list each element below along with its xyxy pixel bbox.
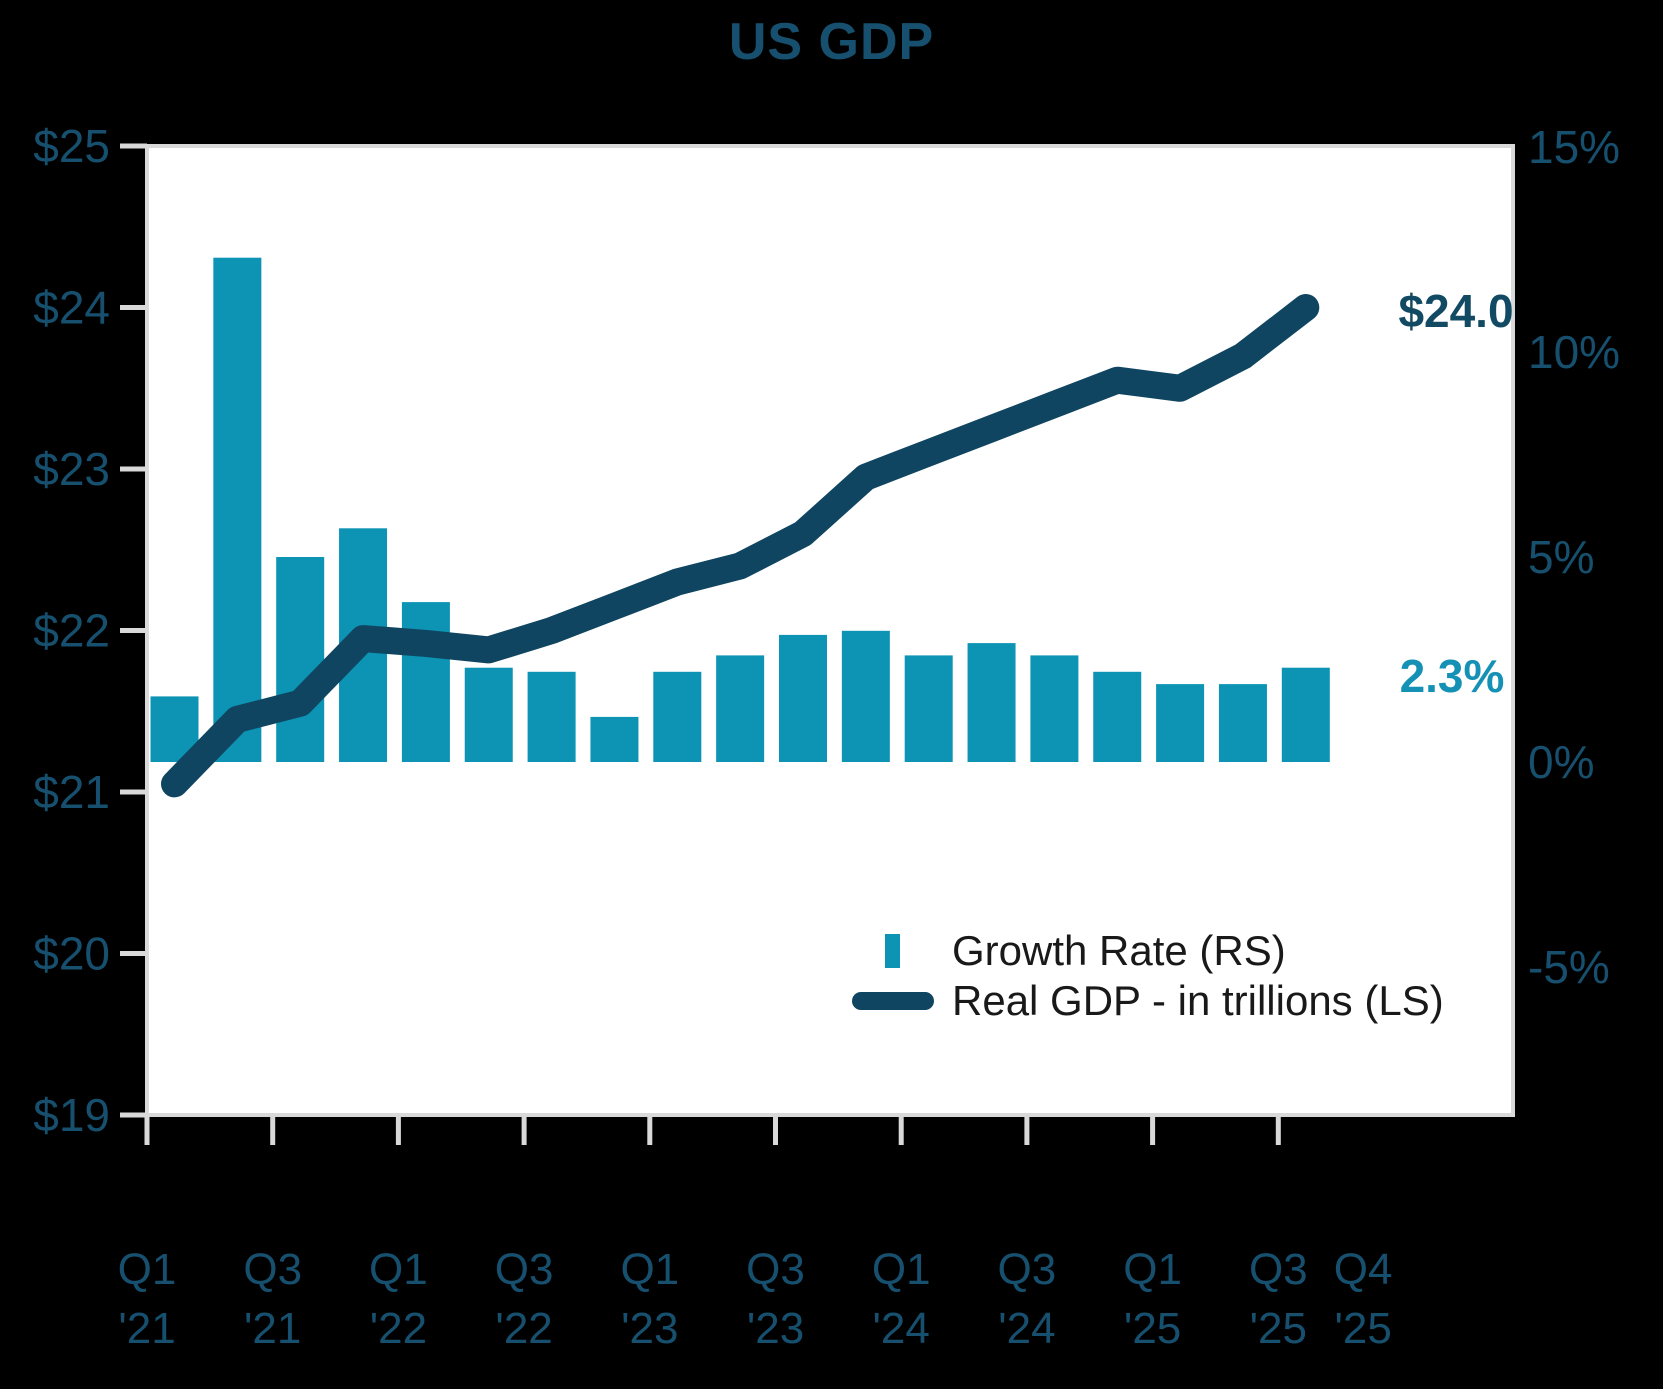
growth-rate-bar (401, 602, 450, 762)
legend-label-real-gdp: Real GDP - in trillions (LS) (952, 977, 1444, 1024)
growth-rate-bar (464, 667, 513, 762)
x-axis-tick-label: Q3'24 (998, 1245, 1057, 1353)
growth-rate-bar (653, 671, 702, 762)
left-axis-tick-label: $23 (33, 443, 110, 495)
right-axis-tick-label: 10% (1528, 326, 1620, 378)
x-axis-tick-label: Q1'21 (118, 1245, 177, 1353)
x-axis-tick-label: Q3'22 (495, 1245, 554, 1353)
growth-rate-bar (716, 655, 765, 762)
right-axis-tick-label: 0% (1528, 736, 1594, 788)
growth-rate-bar (213, 257, 262, 762)
growth-rate-bar (1093, 671, 1142, 762)
x-axis-tick-label: Q3'23 (746, 1245, 805, 1353)
growth-rate-bar (779, 634, 827, 762)
growth-rate-bar (1156, 684, 1205, 762)
growth-rate-bar (841, 630, 890, 762)
left-axis-tick-label: $19 (33, 1089, 110, 1141)
left-axis-tick-label: $24 (33, 282, 110, 334)
growth-rate-bar (904, 655, 953, 762)
right-axis-tick-label: -5% (1528, 941, 1610, 993)
x-axis-tick-label: Q4'25 (1334, 1245, 1393, 1353)
right-axis-tick-label: 5% (1528, 531, 1594, 583)
left-axis-tick-label: $21 (33, 766, 110, 818)
x-axis-tick-label: Q1'23 (620, 1245, 679, 1353)
x-axis-tick-label: Q3'25 (1249, 1245, 1308, 1353)
x-axis-tick-label: Q1'25 (1123, 1245, 1182, 1353)
x-axis-tick-label: Q1'22 (369, 1245, 428, 1353)
x-axis-tick-label: Q1'24 (872, 1245, 931, 1353)
growth-rate-bar (1281, 667, 1330, 762)
right-axis-tick-label: 15% (1528, 121, 1620, 173)
left-axis-tick-label: $20 (33, 928, 110, 980)
growth-end-value-label: 2.3% (1399, 650, 1505, 702)
chart-title: US GDP (728, 13, 935, 71)
bar-series-marker-icon (885, 934, 900, 968)
growth-rate-bar (527, 671, 576, 762)
legend-label-growth-rate: Growth Rate (RS) (952, 927, 1286, 974)
legend: Growth Rate (RS) Real GDP - in trillions… (845, 926, 1444, 1026)
legend-item-growth-rate: Growth Rate (RS) (845, 926, 1444, 976)
gdp-end-value-label: $24.0 (1398, 285, 1514, 337)
growth-rate-bar (276, 557, 325, 762)
x-axis-tick-label: Q3'21 (243, 1245, 302, 1353)
left-axis-tick-label: $25 (33, 120, 110, 172)
growth-rate-bar (590, 716, 639, 762)
left-axis-tick-label: $22 (33, 605, 110, 657)
real-gdp-line (161, 294, 1320, 798)
growth-rate-bar (1030, 655, 1079, 762)
legend-swatch-cell (845, 992, 940, 1010)
growth-rate-bar (1218, 684, 1267, 762)
growth-rate-bar (967, 643, 1016, 762)
legend-item-real-gdp: Real GDP - in trillions (LS) (845, 976, 1444, 1026)
legend-swatch-cell (845, 934, 940, 968)
line-series-marker-icon (851, 992, 934, 1010)
